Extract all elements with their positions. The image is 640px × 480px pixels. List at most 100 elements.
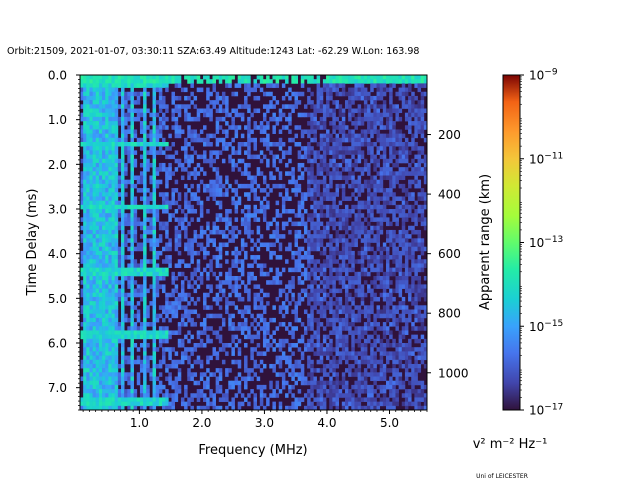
- heatmap-cell: [215, 355, 220, 361]
- heatmap-cell: [92, 183, 97, 189]
- heatmap-cell: [348, 104, 352, 109]
- heatmap-cell: [165, 397, 169, 402]
- heatmap-cell: [341, 133, 346, 139]
- heatmap-cell: [370, 192, 374, 197]
- heatmap-cell: [250, 137, 254, 143]
- heatmap-cell: [313, 133, 317, 139]
- heatmap-cell: [382, 217, 387, 222]
- heatmap-cell: [256, 171, 261, 176]
- heatmap-cell: [379, 125, 384, 130]
- heatmap-cell: [95, 280, 100, 285]
- heatmap-cell: [335, 83, 340, 88]
- heatmap-cell: [212, 296, 216, 302]
- heatmap-cell: [316, 167, 321, 172]
- heatmap-cell: [193, 271, 198, 277]
- heatmap-cell: [370, 183, 374, 189]
- heatmap-cell: [114, 112, 119, 118]
- heatmap-cell: [143, 171, 147, 176]
- heatmap-cell: [117, 397, 122, 402]
- heatmap-cell: [165, 116, 169, 122]
- heatmap-cell: [332, 171, 336, 176]
- heatmap-cell: [146, 271, 150, 277]
- heatmap-cell: [244, 326, 248, 331]
- heatmap-cell: [108, 401, 112, 407]
- heatmap-cell: [143, 200, 147, 206]
- heatmap-cell: [382, 368, 387, 373]
- heatmap-cell: [83, 355, 87, 361]
- heatmap-cell: [357, 112, 362, 118]
- heatmap-cell: [234, 83, 239, 88]
- heatmap-cell: [392, 343, 396, 348]
- heatmap-cell: [111, 108, 116, 114]
- heatmap-cell: [344, 100, 349, 105]
- heatmap-cell: [89, 338, 93, 344]
- heatmap-cell: [108, 121, 112, 126]
- heatmap-cell: [338, 238, 343, 243]
- heatmap-cell: [297, 363, 302, 369]
- heatmap-cell: [158, 225, 163, 231]
- heatmap-cell: [370, 267, 374, 273]
- heatmap-cell: [357, 334, 362, 340]
- heatmap-cell: [196, 250, 201, 256]
- heatmap-cell: [335, 171, 340, 176]
- heatmap-cell: [155, 334, 160, 340]
- heatmap-cell: [174, 330, 179, 335]
- heatmap-cell: [326, 389, 330, 394]
- heatmap-cell: [92, 167, 97, 172]
- heatmap-cell: [297, 276, 302, 281]
- heatmap-cell: [275, 200, 280, 206]
- heatmap-cell: [102, 317, 106, 323]
- heatmap-cell: [300, 91, 305, 97]
- heatmap-cell: [83, 171, 87, 176]
- heatmap-cell: [121, 288, 125, 294]
- heatmap-cell: [127, 75, 131, 80]
- heatmap-cell: [212, 192, 216, 197]
- heatmap-cell: [275, 384, 280, 390]
- heatmap-cell: [326, 213, 330, 218]
- heatmap-cell: [180, 271, 185, 277]
- heatmap-cell: [360, 83, 365, 88]
- heatmap-cell: [174, 389, 179, 394]
- heatmap-cell: [285, 359, 289, 365]
- heatmap-cell: [281, 338, 286, 344]
- heatmap-cell: [360, 347, 365, 352]
- heatmap-cell: [86, 405, 90, 410]
- heatmap-cell: [335, 162, 340, 168]
- heatmap-cell: [162, 200, 166, 206]
- heatmap-cell: [89, 355, 93, 361]
- heatmap-cell: [240, 104, 245, 109]
- heatmap-cell: [152, 108, 157, 114]
- heatmap-cell: [344, 313, 349, 319]
- heatmap-cell: [240, 313, 245, 319]
- heatmap-cell: [335, 296, 340, 302]
- heatmap-cell: [83, 79, 87, 84]
- heatmap-cell: [203, 125, 207, 130]
- heatmap-cell: [348, 133, 352, 139]
- heatmap-cell: [83, 213, 87, 218]
- heatmap-cell: [196, 397, 201, 402]
- heatmap-cell: [319, 238, 324, 243]
- heatmap-cell: [310, 196, 314, 201]
- heatmap-cell: [338, 301, 343, 306]
- heatmap-cell: [139, 171, 144, 176]
- heatmap-cell: [344, 288, 349, 294]
- heatmap-cell: [92, 384, 97, 390]
- heatmap-cell: [143, 238, 147, 243]
- heatmap-cell: [382, 347, 387, 352]
- heatmap-cell: [111, 229, 116, 235]
- heatmap-cell: [341, 238, 346, 243]
- heatmap-cell: [385, 171, 390, 176]
- heatmap-cell: [329, 183, 333, 189]
- heatmap-cell: [256, 125, 261, 130]
- heatmap-cell: [247, 150, 251, 155]
- heatmap-cell: [370, 347, 374, 352]
- heatmap-cell: [152, 380, 157, 386]
- heatmap-cell: [92, 313, 97, 319]
- heatmap-cell: [155, 238, 160, 243]
- heatmap-cell: [133, 271, 138, 277]
- heatmap-cell: [389, 188, 393, 193]
- heatmap-cell: [382, 326, 387, 331]
- heatmap-cell: [114, 267, 119, 273]
- heatmap-cell: [294, 397, 299, 402]
- heatmap-cell: [146, 75, 150, 80]
